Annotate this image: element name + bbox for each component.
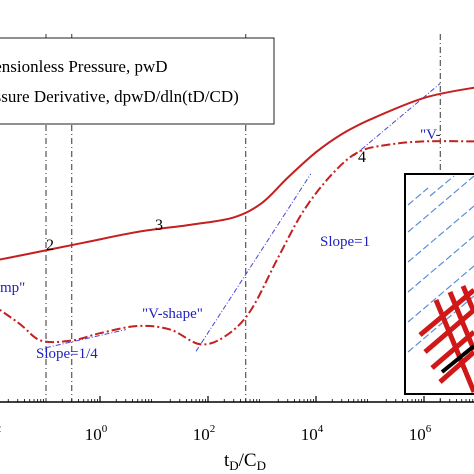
- slope-quarter-label: Slope=1/4: [36, 346, 98, 362]
- fracture-bars: [418, 285, 474, 393]
- derivative-curve: [0, 140, 474, 346]
- region-label-4: 4: [358, 149, 366, 166]
- slope-upper-guide: [353, 83, 441, 157]
- series-layer: [0, 86, 474, 346]
- v-shape-label: "V-shape": [142, 306, 203, 322]
- region-label-3: 3: [155, 217, 163, 234]
- hump-label: mp": [0, 280, 25, 296]
- x-tick-label-4: 106: [409, 423, 432, 444]
- x-axis-ticks: 10-2 100 102 104 106: [0, 396, 474, 444]
- legend: Dimensionless Pressure, pwD Pressure Der…: [0, 37, 275, 125]
- x-axis-title: tD/CD: [224, 450, 266, 473]
- x-tick-label-3: 104: [301, 423, 324, 444]
- slope-1-label: Slope=1: [320, 234, 370, 250]
- slope-quarter-guide: [45, 329, 126, 349]
- v-shape-label-right: "V-: [420, 127, 441, 143]
- hatch-lines: [407, 175, 474, 353]
- slope-one-guide: [195, 173, 312, 352]
- fracture-schematic: [404, 173, 474, 395]
- x-tick-label-2: 102: [193, 423, 216, 444]
- slope-guides: [45, 83, 441, 352]
- legend-entry-pressure: Dimensionless Pressure, pwD: [0, 57, 168, 76]
- region-label-2: 2: [46, 237, 54, 254]
- pressure-curve: [0, 86, 474, 261]
- legend-box: [0, 37, 275, 125]
- x-tick-label-0: 10-2: [0, 423, 1, 444]
- x-tick-label-1: 100: [85, 423, 108, 444]
- legend-entry-derivative: Pressure Derivative, dpwD/dln(tD/CD): [0, 87, 239, 106]
- wellbore-line: [440, 344, 474, 374]
